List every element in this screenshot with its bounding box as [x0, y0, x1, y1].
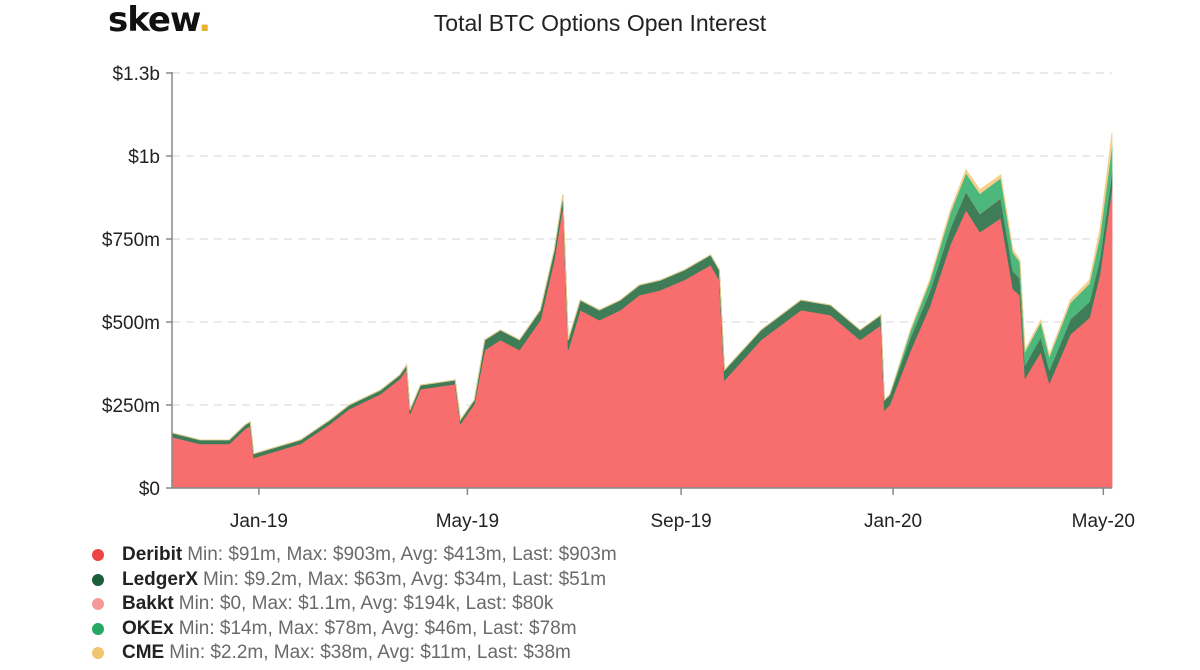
- legend-series-name: LedgerX: [122, 568, 199, 590]
- skew-logo: skew.: [108, 0, 211, 40]
- y-tick-label: $1.3b: [112, 64, 160, 85]
- legend-series-stats: Min: $9.2m, Max: $63m, Avg: $34m, Last: …: [203, 568, 607, 590]
- y-tick-label: $0: [139, 479, 160, 500]
- legend-marker: [92, 647, 104, 660]
- legend-series-stats: Min: $2.2m, Max: $38m, Avg: $11m, Last: …: [169, 642, 571, 663]
- x-tick-label: May-20: [1072, 511, 1135, 532]
- legend-marker: [92, 598, 104, 611]
- legend-marker: [92, 622, 104, 635]
- legend-item-cme[interactable]: CME Min: $2.2m, Max: $38m, Avg: $11m, Las…: [92, 641, 617, 666]
- y-tick-label: $500m: [102, 313, 160, 334]
- area-cme: [171, 132, 1113, 455]
- legend-marker: [92, 573, 104, 586]
- legend-item-bakkt[interactable]: Bakkt Min: $0, Max: $1.1m, Avg: $194k, La…: [92, 592, 617, 617]
- y-tick-label: $750m: [102, 230, 160, 251]
- y-tick-label: $1b: [128, 147, 160, 168]
- x-tick-label: Jan-20: [864, 511, 922, 532]
- x-tick-label: Sep-19: [650, 511, 711, 532]
- legend-series-name: OKEx: [122, 617, 174, 639]
- stacked-areas: [171, 132, 1113, 489]
- axes: $0 $250m $500m $750m $1b $1.3b Jan-19 May-19 Sep…: [102, 64, 1135, 532]
- legend-marker: [92, 549, 104, 562]
- legend-series-name: Deribit: [122, 544, 183, 565]
- legend-series-stats: Min: $14m, Max: $78m, Avg: $46m, Last: $…: [178, 617, 577, 639]
- legend-item-okex[interactable]: OKEx Min: $14m, Max: $78m, Avg: $46m, Las…: [92, 617, 617, 642]
- x-tick-label: May-19: [436, 511, 499, 532]
- chart-title: Total BTC Options Open Interest: [433, 10, 767, 36]
- legend-series-name: Bakkt: [122, 593, 174, 614]
- legend-series-stats: Min: $0, Max: $1.1m, Avg: $194k, Last: $…: [178, 593, 554, 614]
- legend-series-stats: Min: $91m, Max: $903m, Avg: $413m, Last:…: [187, 544, 617, 565]
- x-tick-label: Jan-19: [230, 511, 288, 532]
- legend: Deribit Min: $91m, Max: $903m, Avg: $413m…: [92, 543, 617, 666]
- area-deribit: [171, 188, 1113, 489]
- y-tick-label: $250m: [102, 396, 160, 417]
- legend-series-name: CME: [122, 642, 165, 663]
- legend-item-ledgerx[interactable]: LedgerX Min: $9.2m, Max: $63m, Avg: $34m,…: [92, 568, 617, 593]
- legend-item-deribit[interactable]: Deribit Min: $91m, Max: $903m, Avg: $413m…: [92, 543, 617, 568]
